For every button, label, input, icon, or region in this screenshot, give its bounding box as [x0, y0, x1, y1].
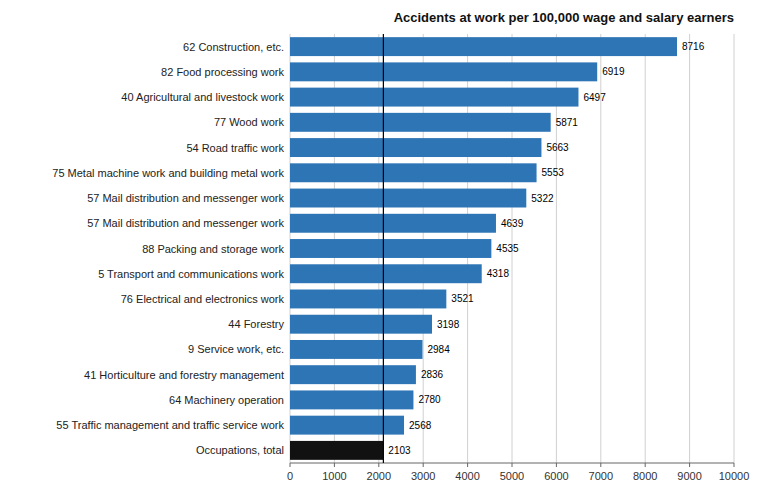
- data-label: 2568: [409, 420, 432, 431]
- tick-label: 7000: [589, 470, 613, 482]
- category-label: 5 Transport and communications work: [98, 268, 284, 280]
- tick-mark: [734, 463, 735, 467]
- category-label: Occupations, total: [196, 444, 284, 456]
- bar: [290, 62, 597, 81]
- data-label: 6919: [602, 66, 625, 77]
- bar: [290, 365, 416, 384]
- category-label: 44 Forestry: [228, 318, 284, 330]
- data-label: 4318: [487, 268, 510, 279]
- data-label: 5553: [542, 167, 565, 178]
- tick-label: 9000: [677, 470, 701, 482]
- category-label: 77 Wood work: [214, 116, 285, 128]
- grid-line: [689, 34, 690, 463]
- tick-mark: [645, 463, 646, 467]
- y-axis: Occupations, total 55 Traffic management …: [52, 41, 284, 457]
- tick-mark: [378, 463, 379, 467]
- grid-line: [645, 34, 646, 463]
- title: Accidents at work per 100,000 wage and s…: [394, 10, 734, 25]
- tick-mark: [600, 463, 601, 467]
- data-label: 6497: [583, 92, 606, 103]
- data-label: 8716: [682, 41, 705, 52]
- data-label: 4535: [496, 243, 519, 254]
- category-label: 82 Food processing work: [161, 66, 284, 78]
- category-label: 88 Packing and storage work: [142, 243, 284, 255]
- bar: [290, 239, 491, 258]
- grid: [290, 34, 734, 463]
- data-labels: 2103 2568 2780 2836 2984 3198 3521 4318 4535 4639…: [388, 41, 704, 456]
- bar: [290, 214, 496, 233]
- tick-mark: [689, 463, 690, 467]
- tick-mark: [290, 463, 291, 467]
- tick-mark: [467, 463, 468, 467]
- tick-label: 1000: [322, 470, 346, 482]
- tick-label: 6000: [544, 470, 568, 482]
- bar: [290, 138, 541, 157]
- bar: [290, 390, 413, 409]
- bar: [290, 340, 422, 359]
- bar: [290, 163, 537, 182]
- chart: 0 1000 2000 3000 4000 5000 6000 7000 8000 9000 100…: [0, 0, 758, 493]
- tick-label: 5000: [500, 470, 524, 482]
- data-label: 2984: [427, 344, 450, 355]
- bar: [290, 290, 446, 309]
- data-label: 2103: [388, 445, 411, 456]
- bar: [290, 416, 404, 435]
- category-label: 54 Road traffic work: [186, 142, 284, 154]
- bar: [290, 113, 551, 132]
- tick-label: 3000: [411, 470, 435, 482]
- bar: [290, 37, 677, 56]
- tick-label: 2000: [367, 470, 391, 482]
- x-axis-line: [290, 463, 734, 464]
- category-label: 57 Mail distribution and messenger work: [87, 217, 284, 229]
- category-label: 75 Metal machine work and building metal…: [52, 167, 284, 179]
- grid-line: [734, 34, 735, 463]
- data-label: 4639: [501, 218, 524, 229]
- tick-label: 10000: [719, 470, 750, 482]
- x-axis: 0 1000 2000 3000 4000 5000 6000 7000 8000 9000 100…: [287, 463, 749, 482]
- category-label: 40 Agricultural and livestock work: [121, 91, 284, 103]
- tick-label: 0: [287, 470, 293, 482]
- bars: [290, 37, 677, 460]
- data-label: 5663: [546, 142, 569, 153]
- tick-mark: [512, 463, 513, 467]
- tick-mark: [334, 463, 335, 467]
- category-label: 62 Construction, etc.: [183, 41, 284, 53]
- reference-line: [383, 34, 384, 463]
- data-label: 2836: [421, 369, 444, 380]
- data-label: 3198: [437, 319, 460, 330]
- tick-label: 8000: [633, 470, 657, 482]
- bar: [290, 264, 482, 283]
- bar: [290, 441, 383, 460]
- tick-label: 4000: [455, 470, 479, 482]
- bar: [290, 315, 432, 334]
- category-label: 9 Service work, etc.: [188, 343, 284, 355]
- data-label: 3521: [451, 293, 474, 304]
- data-label: 5322: [531, 193, 554, 204]
- data-label: 2780: [418, 394, 441, 405]
- category-label: 64 Machinery operation: [169, 394, 284, 406]
- bar: [290, 88, 578, 107]
- category-label: 55 Traffic management and traffic servic…: [56, 419, 284, 431]
- category-label: 57 Mail distribution and messenger work: [87, 192, 284, 204]
- tick-mark: [423, 463, 424, 467]
- bar: [290, 189, 526, 208]
- category-label: 76 Electrical and electronics work: [121, 293, 285, 305]
- category-label: 41 Horticulture and forestry management: [84, 369, 284, 381]
- data-label: 5871: [556, 117, 579, 128]
- tick-mark: [556, 463, 557, 467]
